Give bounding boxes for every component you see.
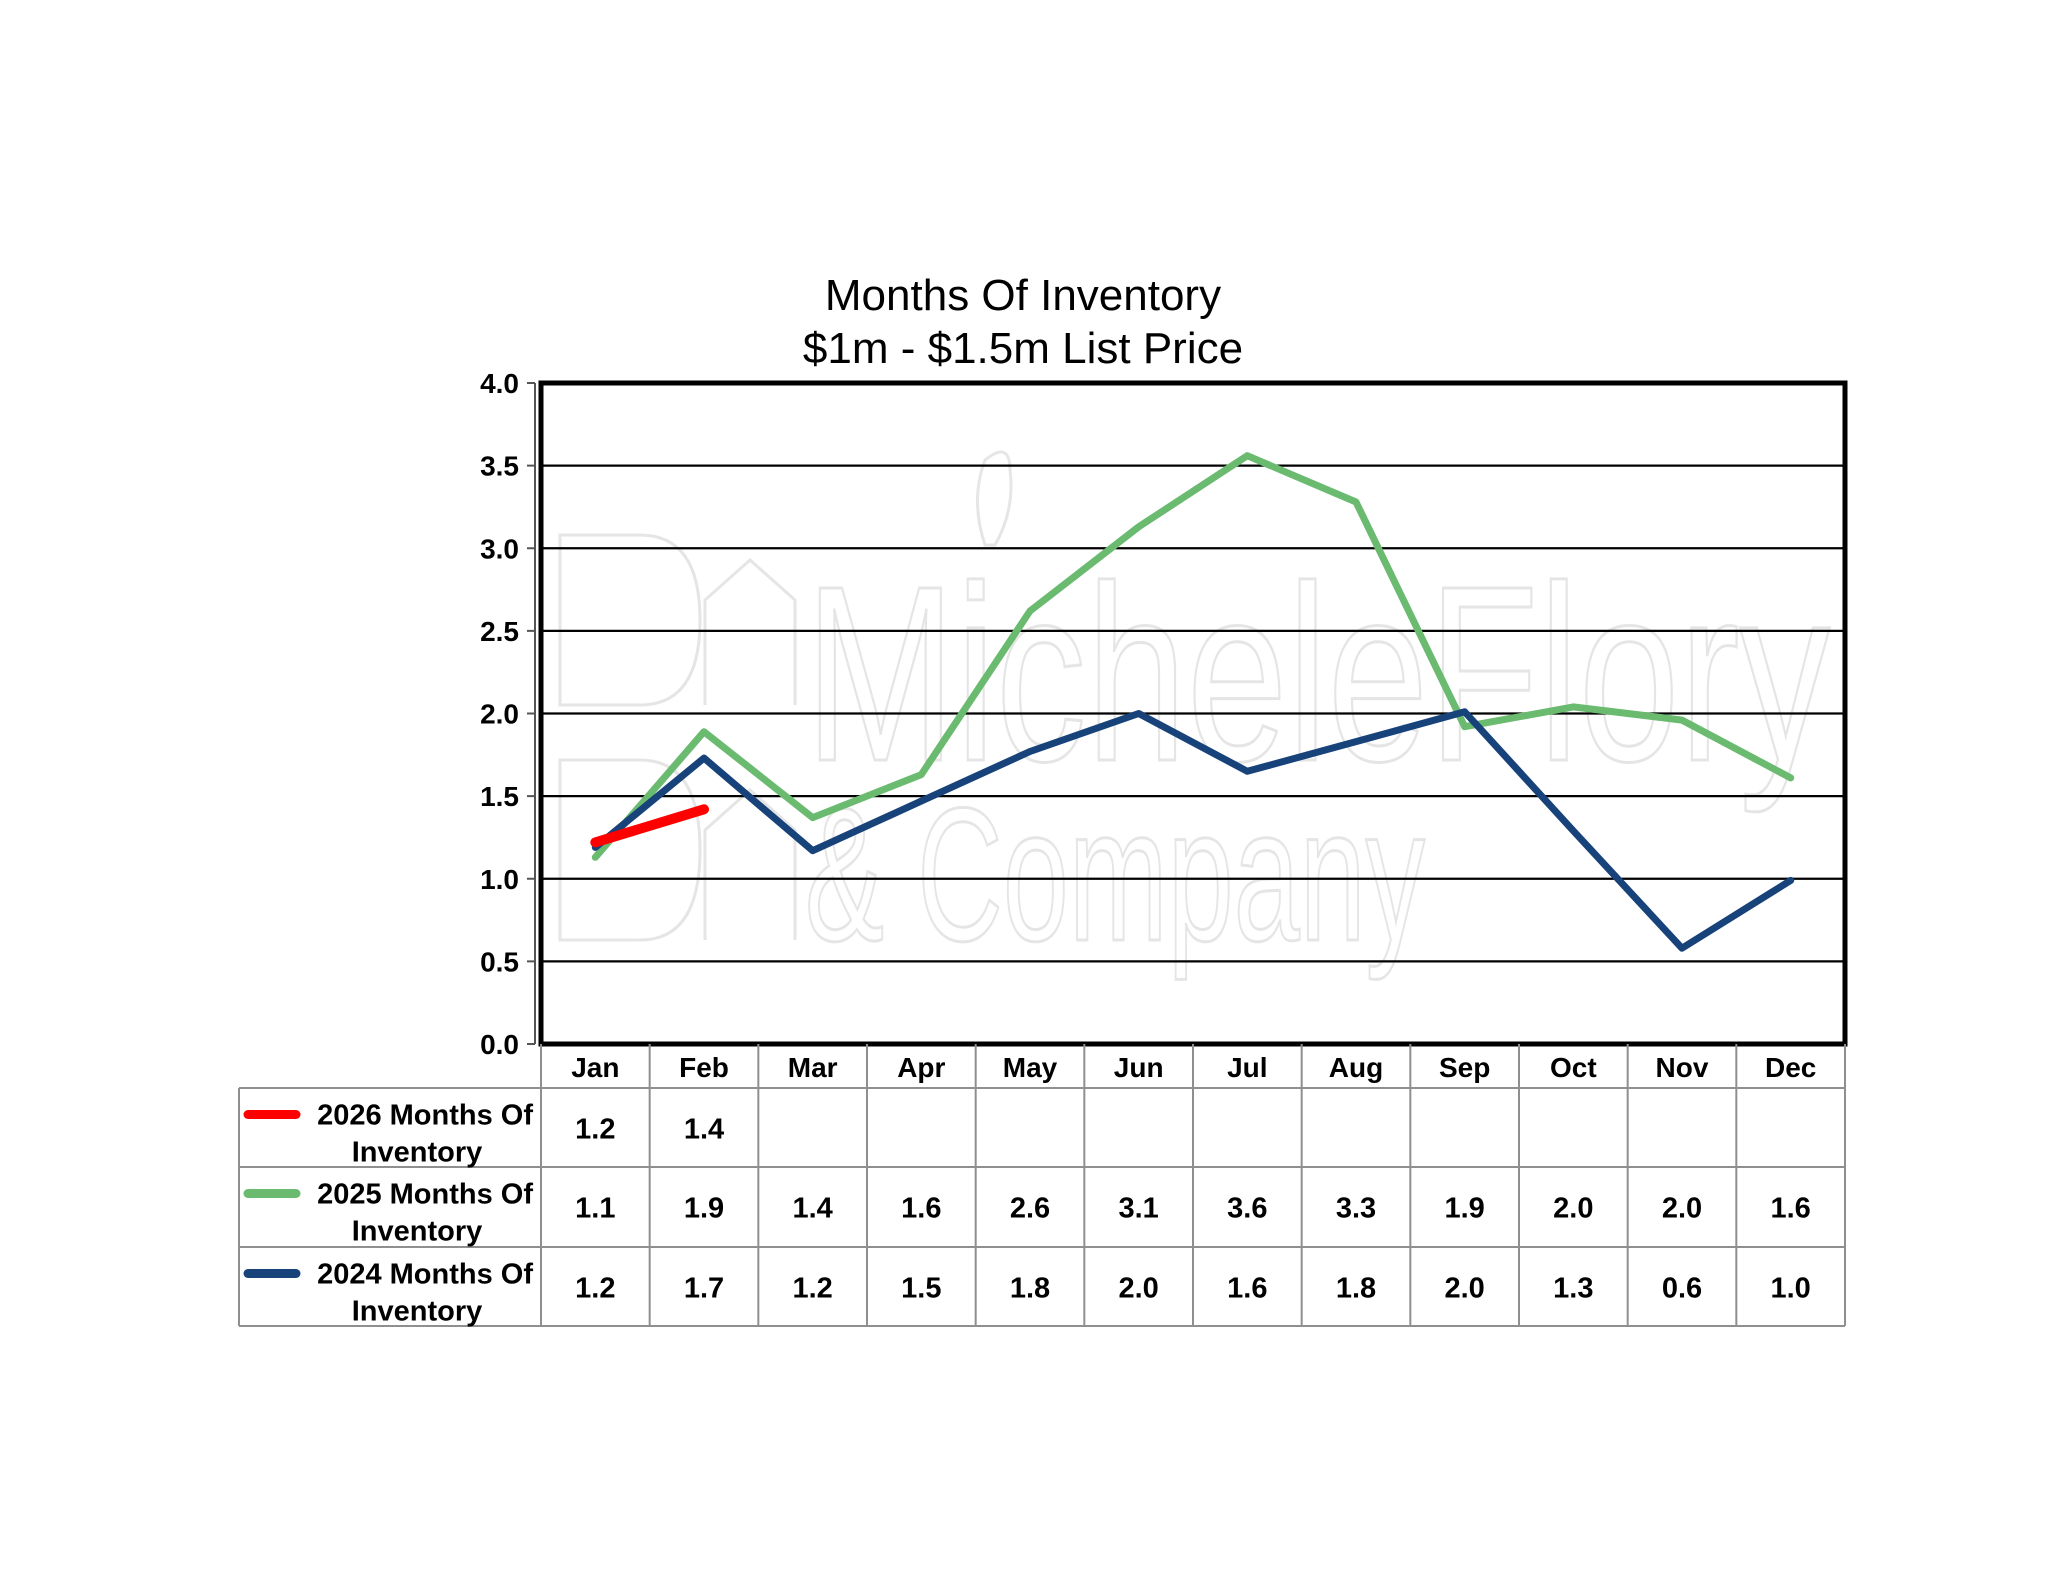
x-tick-label: Aug xyxy=(1329,1052,1383,1083)
x-tick-label: Jan xyxy=(571,1052,619,1083)
table-cell-value: 1.8 xyxy=(1336,1273,1376,1305)
legend-label-line-2: Inventory xyxy=(352,1216,483,1248)
gridlines xyxy=(538,380,1848,1047)
y-tick-label: 1.5 xyxy=(480,781,519,812)
table-cell-value: 1.3 xyxy=(1553,1273,1593,1305)
series-line-2025 xyxy=(591,452,1795,861)
x-tick-label: Apr xyxy=(897,1052,945,1083)
y-tick-label: 3.0 xyxy=(480,533,519,564)
table-cell-value: 2.6 xyxy=(1010,1193,1050,1225)
legend-label-line-1: 2026 Months Of xyxy=(317,1100,533,1132)
plot-area xyxy=(590,452,1795,952)
table-cell-value: 2.0 xyxy=(1553,1193,1593,1225)
table-cell-value: 1.0 xyxy=(1771,1273,1811,1305)
table-cell-value: 1.4 xyxy=(793,1193,833,1225)
data-table: Jan Feb Mar Apr May Jun Jul Aug Sep Oct Nov Dec 2026… xyxy=(238,1044,1846,1328)
table-cell-value: 3.1 xyxy=(1119,1193,1159,1225)
table-cell-value: 3.6 xyxy=(1227,1193,1267,1225)
table-cell-value: 1.6 xyxy=(1227,1273,1267,1305)
watermark-line-2: & Company xyxy=(805,769,1425,981)
chart-title-line-2: $1m - $1.5m List Price xyxy=(803,324,1243,373)
table-cell-value: 1.6 xyxy=(1771,1193,1811,1225)
y-tick-label: 2.0 xyxy=(480,699,519,730)
x-tick-label: Sep xyxy=(1439,1052,1490,1083)
series-line-2024 xyxy=(591,708,1795,952)
table-cell-value: 1.1 xyxy=(575,1193,615,1225)
x-tick-label: Jul xyxy=(1227,1052,1267,1083)
table-cell-value: 2.0 xyxy=(1662,1193,1702,1225)
y-axis: 0.0 0.5 1.0 1.5 2.0 2.5 3.0 3.5 4.0 xyxy=(480,368,536,1060)
table-cell-value: 3.3 xyxy=(1336,1193,1376,1225)
table-cell-value: 1.6 xyxy=(901,1193,941,1225)
legend-label-line-1: 2024 Months Of xyxy=(317,1259,533,1291)
y-tick-label: 0.0 xyxy=(480,1029,519,1060)
watermark-logo-icon xyxy=(558,450,1013,942)
x-tick-label: Nov xyxy=(1656,1052,1709,1083)
table-cell-value: 1.2 xyxy=(575,1114,615,1146)
y-tick-label: 0.5 xyxy=(480,946,519,977)
x-tick-label: May xyxy=(1003,1052,1058,1083)
table-cell-value: 2.0 xyxy=(1119,1273,1159,1305)
series-line-2026 xyxy=(590,804,709,848)
table-cell-value: 1.5 xyxy=(901,1273,941,1305)
legend-label-line-1: 2025 Months Of xyxy=(317,1179,533,1211)
y-tick-label: 4.0 xyxy=(480,368,519,399)
y-tick-label: 2.5 xyxy=(480,616,519,647)
y-tick-label: 3.5 xyxy=(480,451,519,482)
x-tick-label: Feb xyxy=(679,1052,729,1083)
watermark-line-1: MicheleFlory xyxy=(805,534,1830,813)
table-cell-value: 1.8 xyxy=(1010,1273,1050,1305)
chart-title-line-1: Months Of Inventory xyxy=(825,271,1221,320)
legend-label-line-2: Inventory xyxy=(352,1137,483,1169)
x-tick-label: Oct xyxy=(1550,1052,1597,1083)
x-tick-label: Dec xyxy=(1765,1052,1816,1083)
table-cell-value: 1.2 xyxy=(575,1273,615,1305)
table-cell-value: 1.7 xyxy=(684,1273,724,1305)
x-tick-label: Jun xyxy=(1114,1052,1164,1083)
table-cell-value: 1.2 xyxy=(793,1273,833,1305)
table-cell-value: 1.4 xyxy=(684,1114,724,1146)
table-cell-value: 1.9 xyxy=(1445,1193,1485,1225)
legend-label-line-2: Inventory xyxy=(352,1296,483,1328)
table-cell-value: 0.6 xyxy=(1662,1273,1702,1305)
table-cell-value: 2.0 xyxy=(1445,1273,1485,1305)
y-tick-label: 1.0 xyxy=(480,864,519,895)
x-tick-label: Mar xyxy=(788,1052,838,1083)
table-cell-value: 1.9 xyxy=(684,1193,724,1225)
watermark: MicheleFlory & Company xyxy=(558,450,1832,983)
